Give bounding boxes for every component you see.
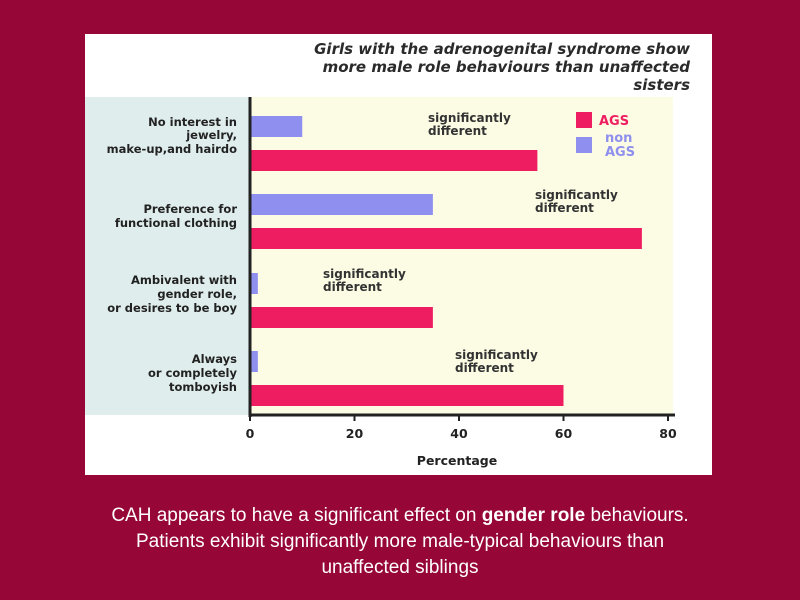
bar-ags [250, 150, 538, 171]
significance-annotation-line: significantly [323, 267, 406, 281]
significance-annotation-line: different [428, 124, 487, 138]
category-label-line: functional clothing [115, 216, 237, 230]
chart-panel: Girls with the adrenogenital syndrome sh… [85, 34, 712, 475]
x-tick-label: 20 [346, 426, 364, 441]
significance-annotation-line: different [455, 361, 514, 375]
x-tick-label: 0 [246, 426, 255, 441]
x-tick-label: 60 [555, 426, 573, 441]
category-label-line: Ambivalent with [131, 273, 237, 287]
significance-annotation-line: significantly [455, 348, 538, 362]
bar-non-ags [250, 116, 303, 137]
bar-non-ags [250, 351, 258, 372]
bar-non-ags [250, 273, 258, 294]
caption-line-3: unaffected siblings [321, 557, 479, 578]
x-axis-label: Percentage [417, 453, 497, 468]
bar-chart: Girls with the adrenogenital syndrome sh… [85, 40, 691, 468]
caption-line-1: CAH appears to have a significant effect… [40, 503, 760, 529]
legend-label-ags: AGS [599, 114, 629, 129]
x-tick-label: 80 [659, 426, 677, 441]
category-label-line: gender role, [157, 287, 237, 301]
legend-label-non-ags: non [605, 131, 632, 146]
x-tick-label: 40 [450, 426, 468, 441]
legend-swatch-ags [576, 112, 592, 128]
category-label-line: jewelry, [185, 128, 237, 142]
category-label-line: tomboyish [169, 380, 237, 394]
caption-line-1-pre: CAH appears to have a significant effect… [111, 505, 482, 526]
legend-swatch-non-ags [576, 137, 592, 153]
bar-ags [250, 307, 433, 328]
chart-title-line: more male role behaviours than unaffecte… [323, 58, 691, 76]
bar-ags [250, 385, 564, 406]
category-label-line: or desires to be boy [107, 301, 237, 315]
legend-label-non-ags: AGS [605, 145, 635, 160]
bar-ags [250, 228, 642, 249]
significance-annotation-line: significantly [535, 188, 618, 202]
significance-annotation-line: different [323, 280, 382, 294]
significance-annotation-line: different [535, 201, 594, 215]
category-label-line: or completely [148, 366, 237, 380]
category-label-background [85, 97, 250, 415]
caption-line-1-post: behaviours. [585, 505, 689, 526]
chart-title-line: sisters [633, 76, 690, 94]
caption-bold-phrase: gender role [481, 505, 586, 526]
category-label-line: make-up,and hairdo [107, 142, 237, 156]
bar-non-ags [250, 194, 433, 215]
category-label-line: Preference for [143, 202, 237, 216]
chart-title-line: Girls with the adrenogenital syndrome sh… [314, 40, 690, 58]
significance-annotation-line: significantly [428, 111, 511, 125]
category-label-line: No interest in [148, 115, 237, 129]
caption-line-2: Patients exhibit significantly more male… [135, 531, 665, 552]
category-label-line: Always [192, 352, 237, 366]
caption: CAH appears to have a significant effect… [40, 503, 760, 581]
